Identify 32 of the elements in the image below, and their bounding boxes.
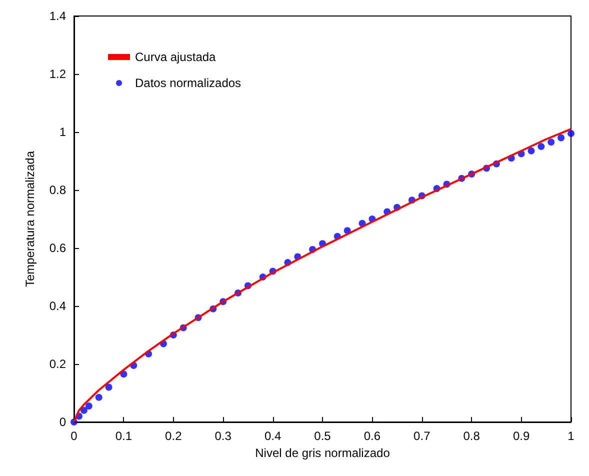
x-tick-label: 0.5 bbox=[314, 429, 332, 443]
y-tick-label: 1 bbox=[59, 125, 66, 139]
y-tick-label: 1.2 bbox=[49, 67, 66, 81]
legend-label: Datos normalizados bbox=[135, 76, 242, 90]
x-tick-label: 0 bbox=[70, 429, 78, 443]
y-tick-label: 0.6 bbox=[49, 241, 66, 255]
x-tick-label: 0.8 bbox=[463, 429, 480, 443]
y-tick-label: 0.4 bbox=[49, 299, 66, 313]
point bbox=[80, 406, 88, 414]
x-tick-label: 0.4 bbox=[264, 429, 282, 443]
point bbox=[538, 143, 545, 150]
x-tick-label: 0.9 bbox=[512, 429, 530, 443]
y-tick-label: 1.4 bbox=[49, 9, 66, 23]
x-tick-label: 0.3 bbox=[214, 429, 232, 443]
y-tick-label: 0.8 bbox=[49, 183, 66, 197]
point bbox=[528, 147, 535, 154]
x-axis-title: Nivel de gris normalizado bbox=[255, 446, 390, 460]
x-tick-label: 1 bbox=[568, 429, 575, 443]
x-tick-label: 0.7 bbox=[414, 429, 431, 443]
point bbox=[105, 384, 112, 391]
point bbox=[568, 130, 574, 137]
x-tick-label: 0.2 bbox=[165, 429, 182, 443]
x-tick-label: 0.1 bbox=[115, 429, 132, 443]
point bbox=[558, 134, 565, 142]
y-tick-label: 0.2 bbox=[49, 357, 66, 371]
point bbox=[85, 402, 92, 410]
point bbox=[548, 138, 555, 146]
point bbox=[95, 394, 102, 401]
y-tick-label: 0 bbox=[59, 415, 66, 429]
x-tick-label: 0.6 bbox=[364, 429, 381, 443]
legend-label: Curva ajustada bbox=[135, 50, 216, 64]
y-axis-title: Temperatura normalizada bbox=[23, 150, 37, 288]
